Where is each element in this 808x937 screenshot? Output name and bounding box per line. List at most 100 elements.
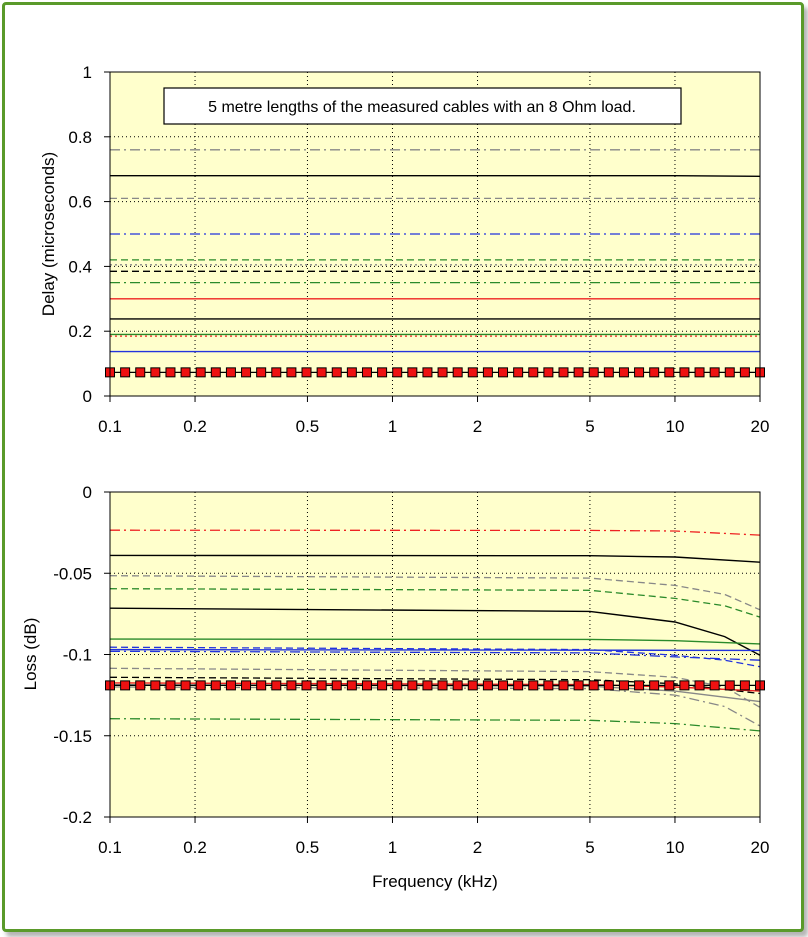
series-marker	[407, 680, 418, 691]
x-tick-label: 0.1	[98, 417, 122, 436]
series-marker	[135, 680, 146, 691]
series-marker	[558, 367, 569, 378]
series-marker	[195, 680, 206, 691]
series-marker	[241, 367, 252, 378]
series-marker	[664, 680, 675, 691]
series-marker	[407, 367, 418, 378]
series-line-3	[109, 588, 761, 618]
series-marker	[150, 680, 161, 691]
series-line-7	[109, 648, 761, 652]
series-marker	[392, 680, 403, 691]
loss-gridlines	[110, 492, 760, 817]
series-marker	[361, 680, 372, 691]
series-marker	[694, 680, 705, 691]
y-tick-label: 0	[83, 483, 92, 502]
series-line-13	[109, 686, 761, 727]
loss-series	[105, 529, 765, 732]
series-marker	[422, 680, 433, 691]
series-marker	[664, 367, 675, 378]
y-tick-label: 0	[83, 387, 92, 406]
series-marker	[588, 680, 599, 691]
series-marker	[694, 367, 705, 378]
series-marker	[634, 680, 645, 691]
delay-plot-border	[109, 71, 761, 397]
series-marker	[361, 367, 372, 378]
series-marker	[603, 367, 614, 378]
y-tick-label: -0.1	[63, 646, 92, 665]
series-marker	[543, 367, 554, 378]
x-tick-label: 20	[751, 838, 770, 857]
series-marker	[634, 367, 645, 378]
y-tick-label: -0.15	[53, 727, 92, 746]
x-tick-label: 0.5	[296, 838, 320, 857]
series-marker	[498, 367, 509, 378]
series-marker	[135, 367, 146, 378]
series-marker	[392, 367, 403, 378]
series-marker	[482, 367, 493, 378]
series-marker	[180, 367, 191, 378]
loss-ticks: 0.1 0.2 0.5 1 2 5 10 20 0 -0.05 -0.1 -0.15 -0.2	[53, 483, 769, 857]
x-tick-label: 0.2	[183, 417, 207, 436]
series-marker	[739, 680, 750, 691]
series-marker	[588, 367, 599, 378]
series-marker	[724, 367, 735, 378]
x-tick-label: 5	[585, 417, 594, 436]
series-marker	[331, 680, 342, 691]
series-marker	[437, 367, 448, 378]
x-tick-label: 1	[388, 838, 397, 857]
series-marker	[210, 680, 221, 691]
x-tick-label: 0.2	[183, 838, 207, 857]
y-tick-label: 0.8	[68, 128, 92, 147]
series-marker	[346, 680, 357, 691]
series-marker	[513, 680, 524, 691]
series-marker	[316, 680, 327, 691]
series-marker	[301, 367, 312, 378]
series-marker	[120, 680, 131, 691]
series-line-5	[109, 638, 761, 645]
series-marker	[286, 367, 297, 378]
series-marker	[256, 367, 267, 378]
y-tick-label: 1	[83, 63, 92, 82]
series-marker	[331, 367, 342, 378]
series-marker	[437, 680, 448, 691]
series-marker	[225, 680, 236, 691]
series-marker	[709, 367, 720, 378]
series-marker	[165, 680, 176, 691]
loss-chart: 0.1 0.2 0.5 1 2 5 10 20 0 -0.05 -0.1 -0.15 -0.2 Loss…	[21, 483, 769, 891]
y-tick-label: -0.2	[63, 808, 92, 827]
series-marker	[513, 367, 524, 378]
series-marker	[210, 367, 221, 378]
series-marker	[649, 367, 660, 378]
series-marker	[422, 367, 433, 378]
series-marker	[679, 680, 690, 691]
series-line-6	[109, 646, 761, 668]
series-marker	[120, 367, 131, 378]
series-line-9	[109, 667, 761, 708]
series-marker	[316, 367, 327, 378]
series-line-14	[109, 718, 761, 732]
series-line-1	[110, 174, 761, 177]
series-marker	[482, 680, 493, 691]
series-line-2	[109, 575, 761, 611]
series-marker	[739, 367, 750, 378]
series-marker	[150, 367, 161, 378]
series-line-1	[109, 554, 761, 563]
x-tick-label: 1	[388, 417, 397, 436]
series-marker	[679, 367, 690, 378]
series-marker	[467, 680, 478, 691]
series-marker	[498, 680, 509, 691]
series-marker	[377, 367, 388, 378]
series-marker	[543, 680, 554, 691]
series-marker	[225, 367, 236, 378]
series-marker	[528, 680, 539, 691]
loss-y-axis-label: Loss (dB)	[21, 618, 40, 691]
series-marker	[573, 367, 584, 378]
x-tick-label: 0.5	[296, 417, 320, 436]
x-tick-label: 0.1	[98, 838, 122, 857]
series-marker	[256, 680, 267, 691]
series-marker	[286, 680, 297, 691]
series-marker	[271, 680, 282, 691]
loss-x-axis-label: Frequency (kHz)	[372, 872, 498, 891]
series-marker	[180, 680, 191, 691]
